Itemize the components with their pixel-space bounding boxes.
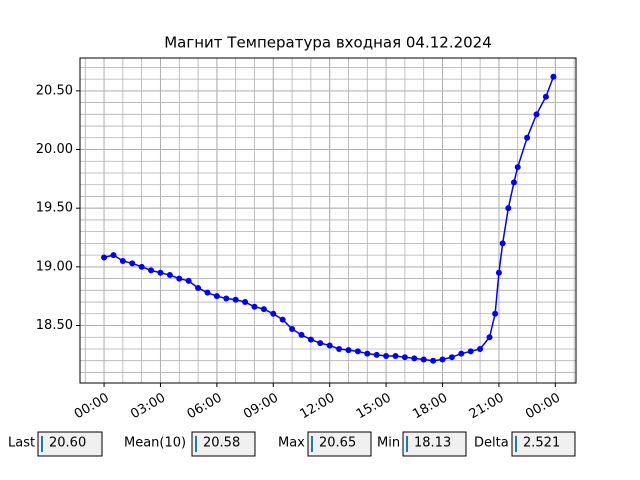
data-point [411, 355, 418, 362]
data-point [542, 93, 549, 100]
plot-frame [79, 57, 577, 384]
x-tick-label: 09:00 [241, 391, 281, 423]
data-point [477, 345, 484, 352]
data-point [448, 354, 455, 361]
y-tick-label: 20.00 [36, 142, 73, 157]
text-box[interactable]: 18.13 [402, 431, 467, 457]
data-point [533, 111, 540, 118]
x-tick-label: 03:00 [128, 391, 168, 423]
data-point [176, 275, 183, 282]
data-point [185, 277, 192, 284]
data-point [505, 205, 512, 212]
data-point [510, 179, 517, 186]
data-point [148, 267, 155, 274]
data-point [289, 326, 296, 333]
data-point [373, 351, 380, 358]
y-tick-label: 18.50 [36, 318, 73, 333]
y-tick-label: 20.50 [36, 83, 73, 98]
x-tick-label: 06:00 [185, 391, 225, 423]
data-point [495, 269, 502, 276]
data-point [251, 303, 258, 310]
data-point [401, 354, 408, 361]
text-box-frame [402, 431, 467, 457]
data-point [336, 345, 343, 352]
data-point [499, 240, 506, 247]
data-point [138, 263, 145, 270]
data-point [439, 356, 446, 363]
widget-label: Max [278, 436, 305, 451]
data-point [486, 334, 493, 341]
data-point [157, 269, 164, 276]
data-point [317, 340, 324, 347]
data-point [467, 348, 474, 355]
data-line [103, 76, 555, 362]
text-box[interactable]: 20.58 [191, 431, 256, 457]
data-point [270, 310, 277, 317]
data-point [279, 316, 286, 323]
data-point [204, 289, 211, 296]
y-tick-label: 19.50 [36, 201, 73, 216]
data-point [514, 164, 521, 171]
x-tick-label: 00:00 [523, 391, 563, 423]
data-point [550, 73, 557, 80]
text-box[interactable]: 2.521 [511, 431, 576, 457]
data-point [420, 356, 427, 363]
widget-value: 20.58 [203, 436, 240, 451]
widget-label: Last [8, 436, 35, 451]
widget-label: Min [377, 436, 400, 451]
y-tick-label: 19.00 [36, 259, 73, 274]
data-point [430, 357, 437, 364]
widget-value: 2.521 [523, 436, 560, 451]
data-point [110, 252, 117, 259]
data-point [298, 331, 305, 338]
data-point [524, 134, 531, 141]
x-tick-label: 00:00 [72, 391, 112, 423]
text-box-frame [37, 431, 103, 457]
x-tick-label: 21:00 [467, 391, 507, 423]
data-point [307, 336, 314, 343]
data-point [458, 350, 465, 357]
data-point [492, 310, 499, 317]
data-point [213, 293, 220, 300]
data-point [260, 306, 267, 313]
data-point [326, 342, 333, 349]
widget-value: 18.13 [414, 436, 451, 451]
widget-value: 20.60 [49, 436, 86, 451]
data-point [354, 348, 361, 355]
data-point [232, 296, 239, 303]
data-point [364, 350, 371, 357]
text-box[interactable]: 20.60 [37, 431, 103, 457]
data-point [129, 260, 136, 267]
data-point [166, 272, 173, 279]
x-tick-label: 18:00 [410, 391, 450, 423]
data-point [101, 254, 108, 261]
text-box-frame [307, 431, 372, 457]
data-point [195, 284, 202, 291]
widget-label: Mean(10) [124, 436, 186, 451]
data-point [119, 257, 126, 264]
text-box-frame [511, 431, 576, 457]
data-point [383, 353, 390, 360]
x-tick-label: 12:00 [297, 391, 337, 423]
chart-title: Магнит Температура входная 04.12.2024 [164, 34, 492, 52]
data-point [345, 347, 352, 354]
data-point [223, 295, 230, 302]
widget-value: 20.65 [319, 436, 356, 451]
widget-label: Delta [474, 436, 509, 451]
x-tick-label: 15:00 [354, 391, 394, 423]
data-point [392, 353, 399, 360]
text-box-frame [191, 431, 256, 457]
data-point [242, 299, 249, 306]
text-box[interactable]: 20.65 [307, 431, 372, 457]
